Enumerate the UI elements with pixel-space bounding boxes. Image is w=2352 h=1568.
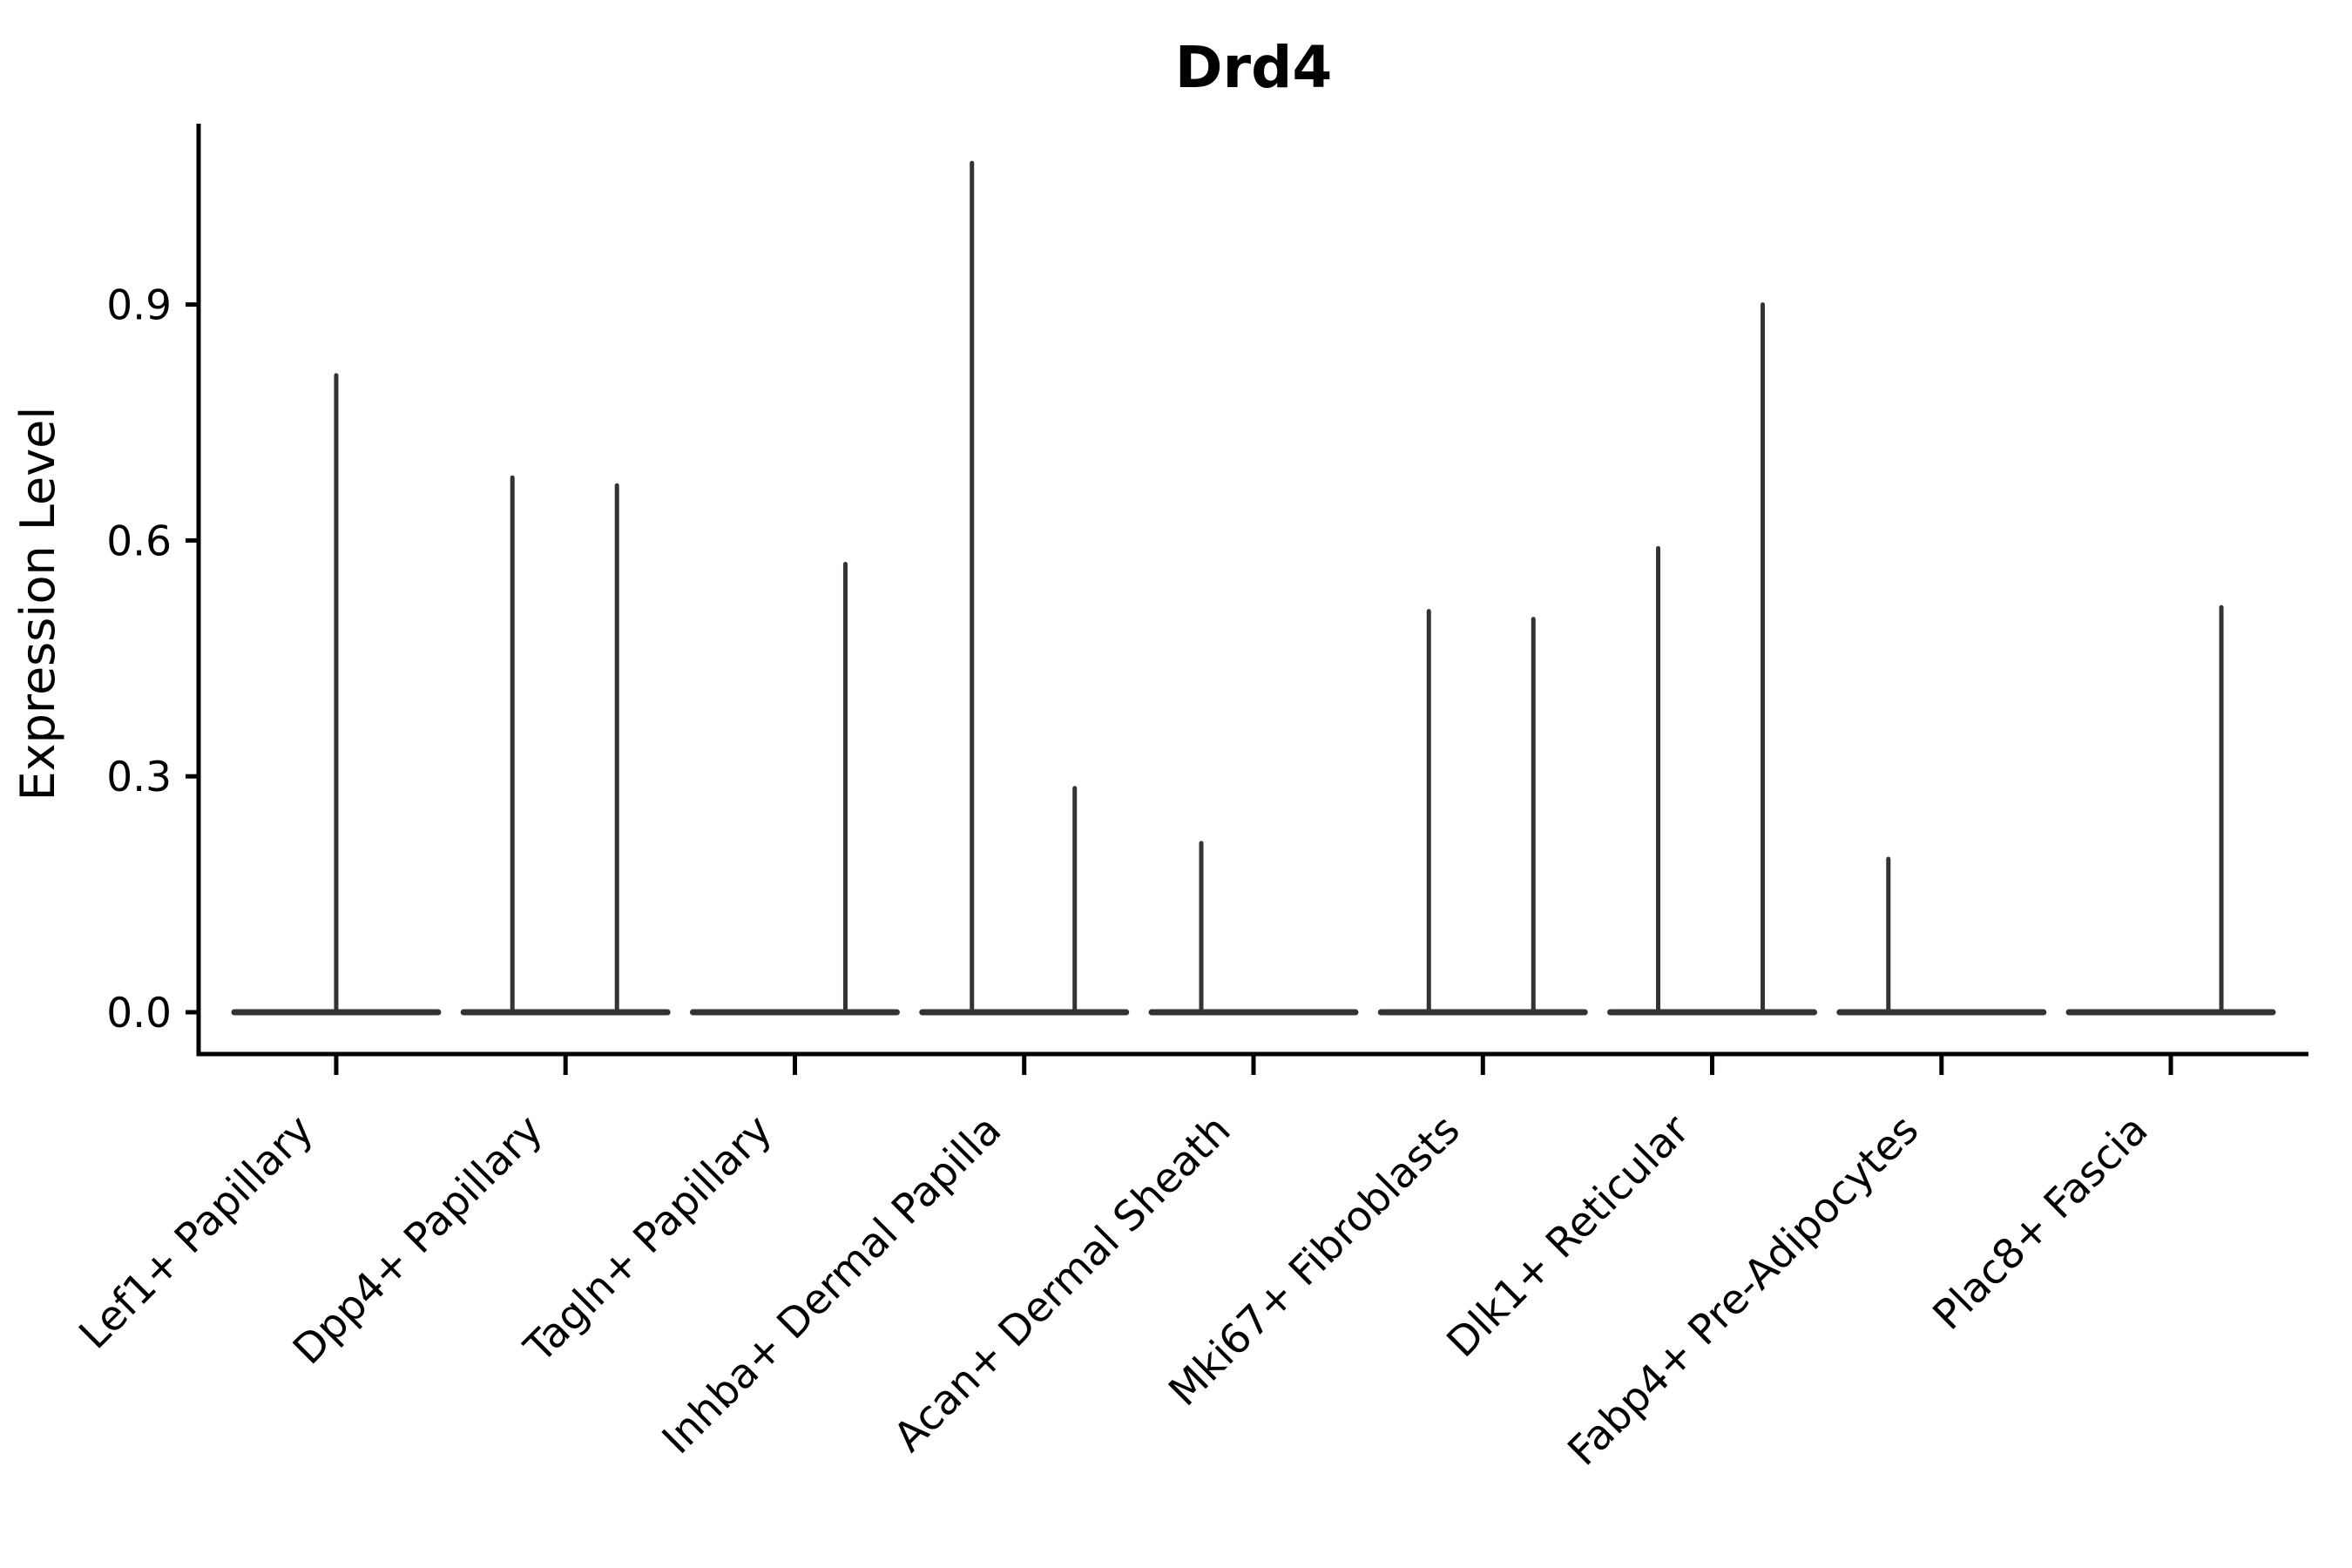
violin-baseline	[460, 1009, 671, 1016]
violin-baseline	[2065, 1009, 2276, 1016]
x-tick-label: Tagln+ Papillary	[515, 1106, 781, 1373]
x-tick-label: Lef1+ Papillary	[71, 1106, 323, 1359]
violin-baseline	[919, 1009, 1130, 1016]
y-axis-label: Expression Level	[10, 407, 65, 801]
violin-baseline	[689, 1009, 900, 1016]
y-tick-label: 0.0	[106, 990, 172, 1037]
violin-series	[231, 160, 2276, 1016]
y-axis-ticks: 0.0 0.3 0.6 0.9	[106, 282, 199, 1037]
plot-title: Drd4	[1175, 34, 1333, 101]
x-tick-label: Dlk1+ Reticular	[1438, 1105, 1700, 1367]
violin-baseline	[1377, 1009, 1588, 1016]
y-tick-label: 0.3	[106, 754, 172, 801]
y-tick-label: 0.6	[106, 517, 172, 565]
x-tick-label: Dpp4+ Papillary	[284, 1106, 552, 1375]
x-tick-label: Plac8+ Fascia	[1924, 1106, 2158, 1340]
y-tick-label: 0.9	[106, 282, 172, 330]
violin-baseline	[1148, 1009, 1359, 1016]
violin-baseline	[1607, 1009, 1818, 1016]
violin-baseline	[1836, 1009, 2047, 1016]
